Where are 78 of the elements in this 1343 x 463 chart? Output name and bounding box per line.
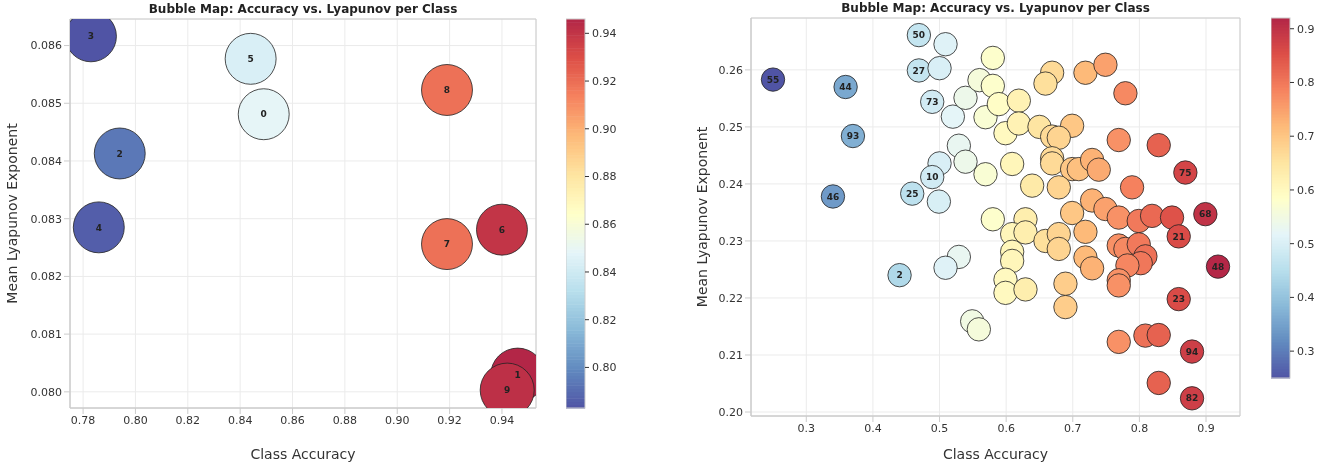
x-tick-label: 0.94 bbox=[489, 413, 515, 427]
color-bar-label: 0.7 bbox=[1297, 130, 1315, 144]
y-tick-label: 0.22 bbox=[718, 291, 743, 305]
color-bar-label: 0.82 bbox=[592, 313, 617, 327]
color-bar-label: 0.8 bbox=[1297, 76, 1315, 90]
y-tick-label: 0.23 bbox=[718, 234, 743, 248]
y-tick-label: 0.081 bbox=[30, 328, 62, 342]
y-tick-label: 0.082 bbox=[30, 270, 62, 284]
y-tick-label: 0.21 bbox=[718, 348, 743, 362]
color-bar-label: 0.94 bbox=[592, 27, 617, 41]
y-tick-label: 0.080 bbox=[30, 385, 62, 399]
y-tick-label: 0.25 bbox=[718, 120, 743, 134]
chart-title: Bubble Map: Accuracy vs. Lyapunov per Class bbox=[840, 1, 1151, 15]
annotation: 73 bbox=[925, 96, 939, 107]
color-bar-label: 0.3 bbox=[1297, 344, 1315, 358]
annotation: 0 bbox=[260, 109, 267, 120]
annotation: 4 bbox=[95, 222, 102, 233]
color-bar-label: 0.4 bbox=[1297, 291, 1315, 305]
annotation: 1 bbox=[514, 370, 521, 381]
y-tick-label: 0.20 bbox=[718, 405, 743, 419]
x-tick-label: 0.88 bbox=[332, 413, 358, 427]
y-axis-title: Mean Lyapunov Exponent bbox=[693, 126, 710, 308]
annotation: 5 bbox=[247, 53, 254, 64]
x-tick-label: 0.84 bbox=[227, 413, 253, 427]
annotation: 44 bbox=[839, 82, 852, 93]
x-tick-label: 0.4 bbox=[864, 421, 882, 435]
annotation: 2 bbox=[116, 148, 123, 159]
annotation: 75 bbox=[1179, 167, 1192, 178]
annotation: 25 bbox=[905, 188, 919, 199]
annotation: 93 bbox=[846, 131, 860, 142]
annotation: 21 bbox=[1172, 231, 1185, 242]
y-axis-title: Mean Lyapunov Exponent bbox=[3, 122, 20, 304]
x-tick-label: 0.6 bbox=[997, 421, 1015, 435]
annotation: 6 bbox=[498, 224, 506, 235]
annotation: 48 bbox=[1211, 261, 1225, 272]
annotation: 9 bbox=[504, 385, 511, 396]
annotation: 2 bbox=[896, 270, 903, 281]
x-tick-label: 0.7 bbox=[1064, 421, 1082, 435]
annotation: 8 bbox=[443, 85, 451, 96]
x-tick-label: 0.80 bbox=[123, 413, 148, 427]
annotation: 68 bbox=[1199, 209, 1212, 220]
x-axis-title: Class Accuracy bbox=[942, 446, 1049, 462]
y-tick-label: 0.086 bbox=[30, 39, 62, 53]
x-tick-label: 0.3 bbox=[797, 421, 816, 435]
color-bar-label: 0.92 bbox=[592, 74, 617, 88]
annotation: 3 bbox=[87, 31, 95, 42]
color-bar-label: 0.90 bbox=[592, 122, 617, 136]
annotation: 55 bbox=[766, 74, 780, 85]
y-tick-label: 0.083 bbox=[30, 212, 62, 226]
y-tick-label: 0.24 bbox=[718, 177, 743, 191]
color-bar-label: 0.84 bbox=[592, 265, 617, 279]
annotation: 7 bbox=[443, 239, 451, 250]
color-bar-label: 0.86 bbox=[592, 218, 617, 232]
color-bar-label: 0.80 bbox=[592, 361, 617, 375]
y-tick-label: 0.084 bbox=[30, 154, 62, 168]
annotation: 50 bbox=[912, 30, 926, 41]
x-axis-title: Class Accuracy bbox=[250, 446, 356, 462]
annotation: 46 bbox=[826, 191, 840, 202]
y-tick-label: 0.26 bbox=[718, 63, 743, 77]
x-tick-label: 0.86 bbox=[280, 413, 305, 427]
y-tick-label: 0.085 bbox=[30, 97, 62, 111]
annotation: 27 bbox=[912, 65, 926, 76]
annotation: 23 bbox=[1172, 294, 1185, 305]
x-tick-label: 0.82 bbox=[175, 413, 201, 427]
x-tick-label: 0.9 bbox=[1197, 421, 1215, 435]
annotation: 10 bbox=[925, 172, 939, 183]
x-tick-label: 0.92 bbox=[437, 413, 462, 427]
annotation: 82 bbox=[1185, 393, 1199, 404]
x-tick-label: 0.90 bbox=[385, 413, 410, 427]
x-tick-label: 0.8 bbox=[1130, 421, 1149, 435]
color-bar-label: 0.88 bbox=[592, 170, 617, 184]
chart-title: Bubble Map: Accuracy vs. Lyapunov per Class bbox=[147, 2, 459, 16]
annotation: 94 bbox=[1185, 346, 1199, 357]
x-tick-label: 0.5 bbox=[930, 421, 949, 435]
x-tick-label: 0.78 bbox=[70, 413, 96, 427]
color-bar-label: 0.6 bbox=[1297, 183, 1315, 197]
color-bar-label: 0.5 bbox=[1297, 237, 1315, 251]
color-bar-label: 0.9 bbox=[1297, 22, 1315, 36]
